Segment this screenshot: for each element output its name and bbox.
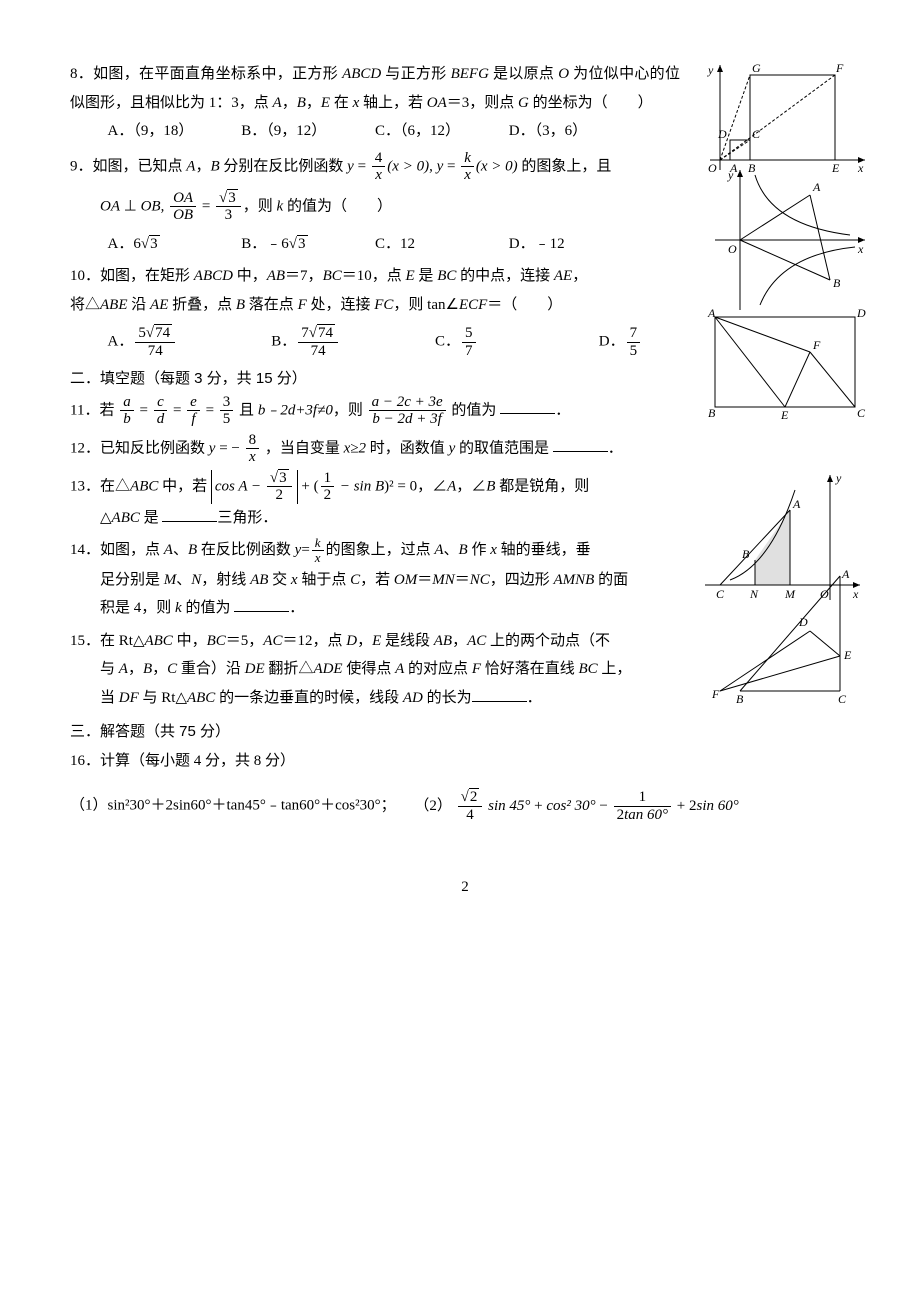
section-3-title: 三．解答题（共 75 分） <box>70 718 860 747</box>
svg-text:F: F <box>835 61 844 75</box>
q8-opt-b: B．（9，12） <box>241 117 371 146</box>
q8-opt-c: C．（6，12） <box>375 117 505 146</box>
question-9: O x y A B 9．如图，已知点 A，B 分别在反比例函数 y = 4x(x… <box>70 150 860 259</box>
q15-stem-3: 当 DF 与 Rt△ABC 的一条边垂直的时候，线段 AD 的长为． <box>100 684 680 713</box>
blank-q11 <box>500 398 555 414</box>
svg-text:A: A <box>812 180 821 194</box>
svg-text:O: O <box>728 242 737 256</box>
q9-opt-a: A．6√3 <box>108 230 238 259</box>
question-12: 12．已知反比例函数 y = − 8x ，当自变量 x≥2 时，函数值 y 的取… <box>70 432 860 466</box>
question-11: 11．若 ab = cd = ef = 35 且 b﹣2d+3f≠0，则 a −… <box>70 394 860 428</box>
q9-opt-d: D．﹣12 <box>509 230 639 259</box>
svg-text:G: G <box>752 61 761 75</box>
q10-opt-a: A．5√7474 <box>108 325 268 359</box>
page-number: 2 <box>70 873 860 902</box>
svg-text:A: A <box>707 307 716 320</box>
svg-text:D: D <box>856 307 866 320</box>
q15-stem-2: 与 A，B，C 重合）沿 DE 翻折△ADE 使得点 A 的对应点 F 恰好落在… <box>100 655 680 684</box>
question-15: 15．在 Rt△ABC 中，BC＝5，AC＝12，点 D，E 是线段 AB，AC… <box>70 627 860 713</box>
question-8: O A B E x y D C G F 8．如图，在平面直角坐标系中，正方形 A… <box>70 60 860 146</box>
svg-text:D: D <box>717 127 727 141</box>
svg-text:y: y <box>835 471 842 485</box>
svg-text:C: C <box>752 127 761 141</box>
svg-text:A: A <box>792 497 801 511</box>
q14-stem-1: 14．如图，点 A、B 在反比例函数 y=kx的图象上，过点 A、B 作 x 轴… <box>70 536 680 566</box>
question-14: 14．如图，点 A、B 在反比例函数 y=kx的图象上，过点 A、B 作 x 轴… <box>70 536 860 623</box>
q14-stem-3: 积是 4，则 k 的值为 ． <box>100 594 680 623</box>
blank-q14 <box>234 596 289 612</box>
q8-stem: 8．如图，在平面直角坐标系中，正方形 ABCD 与正方形 BEFG 是以原点 O… <box>70 60 680 117</box>
question-13: A B C N M O x y 13．在△ABC 中，若 cos A − √32… <box>70 470 860 533</box>
q8-opt-d: D．（3，6） <box>509 117 639 146</box>
question-16: 16．计算（每小题 4 分，共 8 分） （1）sin²30°＋2sin60°＋… <box>70 747 860 824</box>
q15-stem-1: 15．在 Rt△ABC 中，BC＝5，AC＝12，点 D，E 是线段 AB，AC… <box>70 627 680 656</box>
svg-text:F: F <box>812 338 821 352</box>
q10-opt-c: C．57 <box>435 325 595 359</box>
q9-opt-c: C．12 <box>375 230 505 259</box>
q13-stem-2: △ABC 是 三角形． <box>100 504 680 533</box>
blank-q12 <box>553 436 608 452</box>
q9-opt-b: B．﹣6√3 <box>241 230 371 259</box>
q10-stem-2: 将△ABE 沿 AE 折叠，点 B 落在点 F 处，连接 FC，则 tan∠EC… <box>70 291 680 320</box>
q16-part1: （1）sin²30°＋2sin60°＋tan45°﹣tan60°＋cos²30°… <box>70 798 396 814</box>
q16-part2: （2） √24 sin 45° + cos² 30° − 12tan 60° +… <box>414 798 738 814</box>
blank-q15 <box>472 686 527 702</box>
q10-opt-b: B．7√7474 <box>271 325 431 359</box>
q14-stem-2: 足分别是 M、N，射线 AB 交 x 轴于点 C，若 OM＝MN＝NC，四边形 … <box>100 566 680 595</box>
q9-stem-1: 9．如图，已知点 A，B 分别在反比例函数 y = 4x(x > 0), y =… <box>70 150 680 184</box>
blank-q13 <box>162 506 217 522</box>
q10-stem-1: 10．如图，在矩形 ABCD 中，AB＝7，BC＝10，点 E 是 BC 的中点… <box>70 262 680 291</box>
q9-stem-2: OA ⊥ OB, OAOB = √33，则 k 的值为（ ） <box>100 190 680 224</box>
svg-text:A: A <box>841 567 850 581</box>
svg-text:y: y <box>707 63 714 77</box>
question-10: A D B C E F 10．如图，在矩形 ABCD 中，AB＝7，BC＝10，… <box>70 262 860 359</box>
q13-stem-1: 13．在△ABC 中，若 cos A − √32 + (12 − sin B)²… <box>70 470 680 504</box>
q8-opt-a: A．（9，18） <box>108 117 238 146</box>
svg-text:x: x <box>857 242 864 256</box>
svg-text:y: y <box>727 168 734 182</box>
